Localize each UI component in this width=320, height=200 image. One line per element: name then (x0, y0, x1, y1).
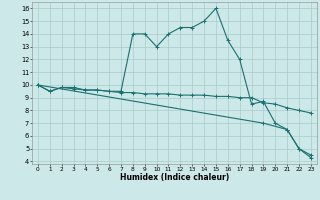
X-axis label: Humidex (Indice chaleur): Humidex (Indice chaleur) (120, 173, 229, 182)
